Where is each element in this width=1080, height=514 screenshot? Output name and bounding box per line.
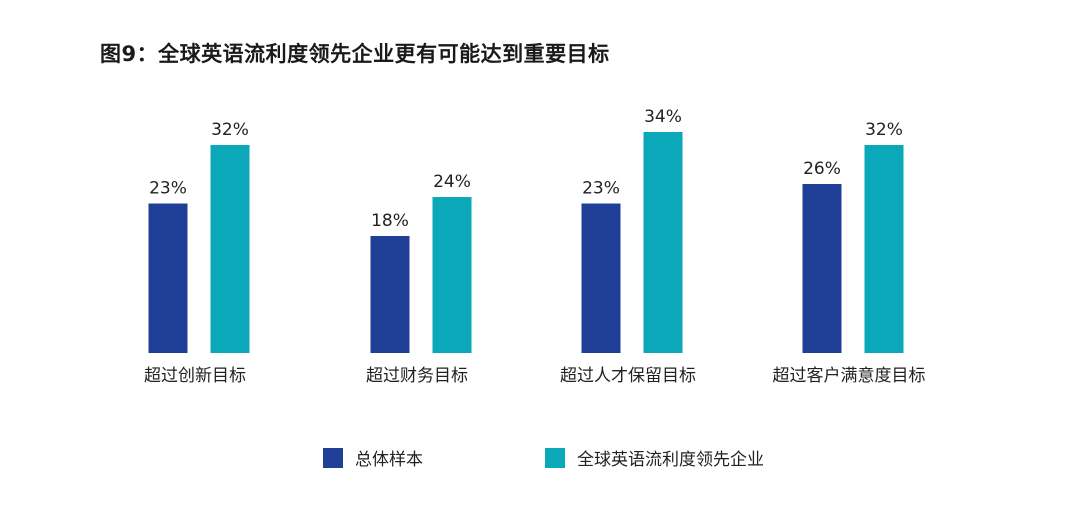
data-label-overall-sample-1: 18% xyxy=(371,211,409,231)
data-label-overall-sample-3: 26% xyxy=(803,159,841,179)
bar-overall-sample-2 xyxy=(581,203,621,353)
category-label-0: 超过创新目标 xyxy=(144,366,246,386)
legend-swatch-overall-sample xyxy=(323,447,343,468)
legend-label-leading-companies: 全球英语流利度领先企业 xyxy=(577,450,764,470)
legend: 总体样本 全球英语流利度领先企业 xyxy=(0,445,1080,475)
bar-leading-companies-0 xyxy=(210,145,250,353)
data-label-leading-companies-1: 24% xyxy=(433,172,471,192)
legend-swatch-leading-companies xyxy=(545,447,565,468)
bar-leading-companies-2 xyxy=(643,132,683,353)
bar-overall-sample-1 xyxy=(370,236,410,353)
data-label-leading-companies-2: 34% xyxy=(644,107,682,127)
category-label-3: 超过客户满意度目标 xyxy=(773,366,926,386)
chart-title: 图9：全球英语流利度领先企业更有可能达到重要目标 xyxy=(100,42,610,66)
bar-overall-sample-0 xyxy=(148,203,188,353)
data-label-overall-sample-2: 23% xyxy=(582,179,620,199)
data-label-leading-companies-3: 32% xyxy=(865,120,903,140)
category-label-1: 超过财务目标 xyxy=(366,366,468,386)
bar-overall-sample-3 xyxy=(802,184,842,353)
data-label-overall-sample-0: 23% xyxy=(149,179,187,199)
legend-item-overall-sample: 总体样本 xyxy=(323,445,423,470)
bar-leading-companies-1 xyxy=(432,197,472,353)
legend-label-overall-sample: 总体样本 xyxy=(355,450,423,470)
legend-item-leading-companies: 全球英语流利度领先企业 xyxy=(545,445,764,470)
category-label-2: 超过人才保留目标 xyxy=(560,366,696,386)
bar-leading-companies-3 xyxy=(864,145,904,353)
data-label-leading-companies-0: 32% xyxy=(211,120,249,140)
